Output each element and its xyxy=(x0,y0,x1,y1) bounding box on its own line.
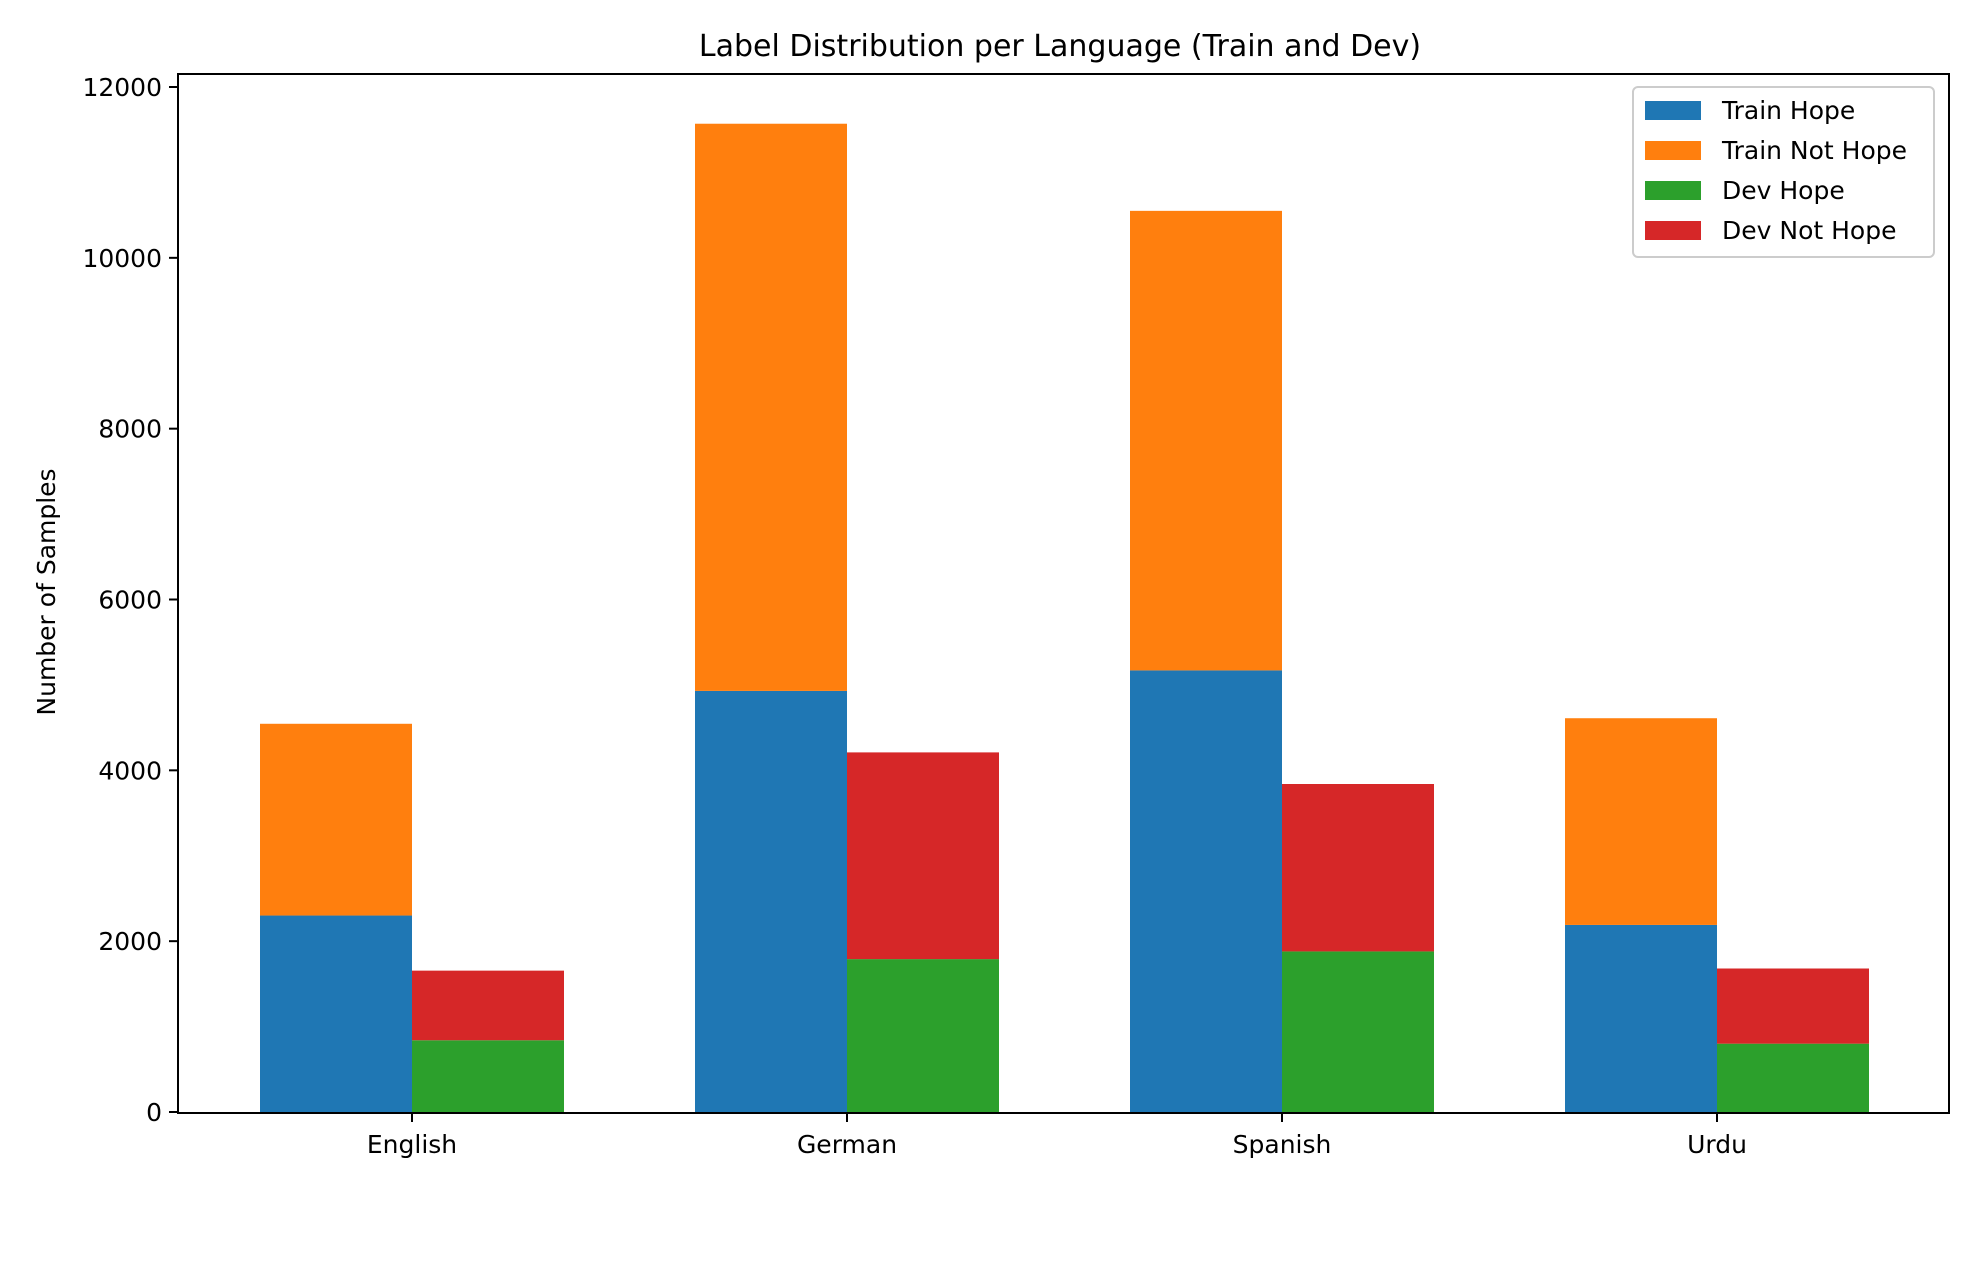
plot-frame xyxy=(177,73,1950,1114)
legend-swatch-dev-not-hope xyxy=(1645,221,1701,240)
y-axis: 0 2000 4000 6000 8000 10000 12000 xyxy=(82,73,178,1127)
bar-dev-not-hope-german xyxy=(847,752,999,960)
y-tick-label-12000: 12000 xyxy=(82,73,162,102)
legend-swatch-train-hope xyxy=(1645,101,1701,120)
y-tick-label-2000: 2000 xyxy=(98,927,162,956)
y-tick-label-10000: 10000 xyxy=(82,244,162,273)
bar-train-hope-german xyxy=(695,690,847,1112)
x-tick-label-english: English xyxy=(367,1130,457,1159)
bar-train-not-hope-english xyxy=(260,723,412,916)
bar-dev-hope-german xyxy=(847,959,999,1112)
bar-dev-hope-english xyxy=(412,1040,564,1112)
y-tick-label-6000: 6000 xyxy=(98,586,162,615)
legend-box xyxy=(1632,86,1935,258)
bar-train-not-hope-german xyxy=(695,123,847,691)
bar-dev-hope-spanish xyxy=(1282,951,1434,1112)
chart-title: Label Distribution per Language (Train a… xyxy=(699,29,1421,64)
x-tick-label-german: German xyxy=(797,1130,897,1159)
bar-train-not-hope-urdu xyxy=(1565,718,1717,925)
bar-dev-hope-urdu xyxy=(1717,1043,1869,1112)
bar-dev-not-hope-spanish xyxy=(1282,784,1434,952)
legend-label-dev-not-hope: Dev Not Hope xyxy=(1722,216,1896,245)
bar-train-not-hope-spanish xyxy=(1130,210,1282,671)
x-tick-label-urdu: Urdu xyxy=(1687,1130,1747,1159)
bar-train-hope-english xyxy=(260,915,412,1112)
y-tick-label-0: 0 xyxy=(146,1098,162,1127)
legend-swatch-train-not-hope xyxy=(1645,141,1701,160)
legend-label-train-not-hope: Train Not Hope xyxy=(1721,136,1907,165)
y-tick-label-8000: 8000 xyxy=(98,415,162,444)
legend-swatch-dev-hope xyxy=(1645,181,1701,200)
y-tick-label-4000: 4000 xyxy=(98,756,162,785)
bar-dev-not-hope-english xyxy=(412,970,564,1041)
bar-train-hope-spanish xyxy=(1130,670,1282,1112)
y-axis-title: Number of Samples xyxy=(32,468,61,715)
bar-dev-not-hope-urdu xyxy=(1717,968,1869,1044)
bar-train-hope-urdu xyxy=(1565,924,1717,1112)
bars-layer xyxy=(260,123,1869,1112)
legend: Train Hope Train Not Hope Dev Hope Dev Not … xyxy=(1632,86,1935,258)
legend-label-dev-hope: Dev Hope xyxy=(1722,176,1845,205)
x-tick-label-spanish: Spanish xyxy=(1233,1130,1332,1159)
x-axis: English German Spanish Urdu xyxy=(367,1113,1747,1159)
legend-label-train-hope: Train Hope xyxy=(1721,96,1855,125)
